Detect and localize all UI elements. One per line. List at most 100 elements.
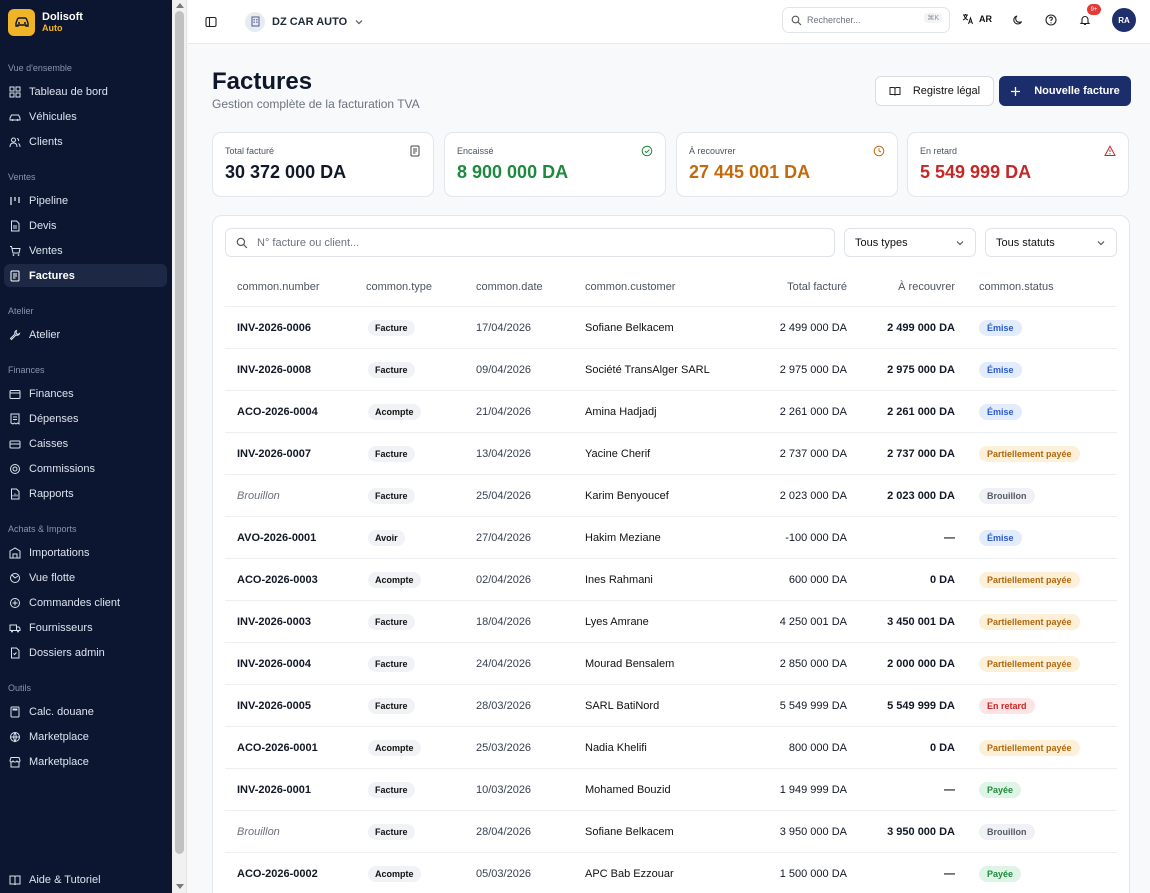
type-badge: Acompte (368, 572, 421, 588)
scroll-up-icon[interactable] (176, 3, 184, 8)
sidebar-toggle-icon[interactable] (200, 11, 222, 33)
global-search-input[interactable]: Rechercher... ⌘K (782, 7, 950, 33)
invoice-number[interactable]: INV-2026-0008 (237, 364, 311, 376)
table-row[interactable]: AVO-2026-0001 Avoir 27/04/2026 Hakim Mezian… (225, 516, 1117, 558)
table-row[interactable]: ACO-2026-0004 Acompte 21/04/2026 Amina Hadj… (225, 390, 1117, 432)
column-header[interactable]: common.date (476, 281, 543, 293)
avatar[interactable]: RA (1112, 8, 1136, 32)
new-invoice-button[interactable]: Nouvelle facture (999, 76, 1131, 106)
type-filter-select[interactable]: Tous types (844, 228, 976, 257)
sidebar-item-commissions[interactable]: Commissions (4, 457, 167, 480)
sidebar-item-fournisseurs[interactable]: Fournisseurs (4, 616, 167, 639)
column-header[interactable]: common.number (237, 281, 320, 293)
sidebar-item-importations[interactable]: Importations (4, 541, 167, 564)
scroll-thumb[interactable] (175, 11, 184, 854)
company-switcher[interactable]: DZ CAR AUTO (245, 11, 364, 32)
invoice-number[interactable]: INV-2026-0007 (237, 448, 311, 460)
sidebar-item-label: Clients (29, 135, 63, 148)
dark-mode-icon[interactable] (1007, 9, 1029, 31)
sidebar-item-rapports[interactable]: Rapports (4, 482, 167, 505)
sidebar-item-devis[interactable]: Devis (4, 214, 167, 237)
table-row[interactable]: ACO-2026-0003 Acompte 02/04/2026 Ines Rahma… (225, 558, 1117, 600)
column-header[interactable]: Total facturé (787, 281, 847, 293)
sidebar-item-tableau-de-bord[interactable]: Tableau de bord (4, 80, 167, 103)
kpi-card: Encaissé 8 900 000 DA (444, 132, 666, 197)
invoice-number[interactable]: ACO-2026-0002 (237, 868, 318, 880)
table-row[interactable]: ACO-2026-0002 Acompte 05/03/2026 APC Bab Ez… (225, 852, 1117, 893)
sidebar-item-marketplace[interactable]: Marketplace (4, 750, 167, 773)
total-amount: -100 000 DA (785, 532, 847, 544)
status-badge: Émise (979, 320, 1022, 336)
wrench-icon (9, 329, 21, 340)
scroll-down-icon[interactable] (176, 884, 184, 889)
sidebar-item-caisses[interactable]: Caisses (4, 432, 167, 455)
sidebar-item-label: Calc. douane (29, 705, 94, 718)
customer-name: Ines Rahmani (585, 574, 653, 586)
kpi-value: 30 372 000 DA (225, 162, 347, 182)
invoice-number[interactable]: Brouillon (237, 490, 280, 502)
status-filter-select[interactable]: Tous statuts (985, 228, 1117, 257)
sidebar-item-atelier[interactable]: Atelier (4, 323, 167, 346)
sidebar-item-finances[interactable]: Finances (4, 382, 167, 405)
status-badge: En retard (979, 698, 1035, 714)
sidebar-item-factures[interactable]: Factures (4, 264, 167, 287)
invoice-number[interactable]: INV-2026-0004 (237, 658, 311, 670)
brand[interactable]: Dolisoft Auto (0, 0, 172, 44)
invoice-number[interactable]: INV-2026-0001 (237, 784, 311, 796)
import-icon (9, 546, 21, 558)
sidebar-item-label: Dossiers admin (29, 646, 105, 659)
invoice-number[interactable]: ACO-2026-0004 (237, 406, 318, 418)
help-icon[interactable] (1040, 9, 1062, 31)
table-row[interactable]: INV-2026-0006 Facture 17/04/2026 Sofiane Be… (225, 306, 1117, 348)
sidebar-scrollbar[interactable] (172, 0, 187, 893)
customer-name: Mourad Bensalem (585, 658, 675, 670)
table-row[interactable]: Brouillon Facture 28/04/2026 Sofiane Belkac… (225, 810, 1117, 852)
column-header[interactable]: À recouvrer (898, 281, 955, 293)
customer-name: Nadia Khelifi (585, 742, 647, 754)
language-switch[interactable]: AR (962, 13, 992, 25)
customer-name: Yacine Cherif (585, 448, 651, 460)
sidebar-item-pipeline[interactable]: Pipeline (4, 189, 167, 212)
invoice-number[interactable]: ACO-2026-0003 (237, 574, 318, 586)
page-subtitle: Gestion complète de la facturation TVA (212, 97, 420, 111)
sidebar-item-véhicules[interactable]: Véhicules (4, 105, 167, 128)
sidebar-item-dépenses[interactable]: Dépenses (4, 407, 167, 430)
total-amount: 1 500 000 DA (779, 868, 847, 880)
sidebar-item-marketplace[interactable]: Marketplace (4, 725, 167, 748)
sidebar-item-label: Marketplace (29, 730, 89, 743)
table-row[interactable]: Brouillon Facture 25/04/2026 Karim Benyouce… (225, 474, 1117, 516)
invoice-number[interactable]: Brouillon (237, 826, 280, 838)
sidebar-item-ventes[interactable]: Ventes (4, 239, 167, 262)
total-amount: 2 023 000 DA (779, 490, 847, 502)
sidebar-item-label: Tableau de bord (29, 85, 108, 98)
column-header[interactable]: common.customer (585, 281, 676, 293)
due-amount: — (944, 868, 955, 880)
invoice-icon (10, 270, 20, 281)
invoice-search-input[interactable]: N° facture ou client... (225, 228, 835, 257)
legal-register-button[interactable]: Registre légal (875, 76, 994, 106)
column-header[interactable]: common.type (366, 281, 433, 293)
table-row[interactable]: INV-2026-0003 Facture 18/04/2026 Lyes Amran… (225, 600, 1117, 642)
column-header[interactable]: common.status (979, 281, 1054, 293)
invoice-number[interactable]: INV-2026-0006 (237, 322, 311, 334)
sidebar-item-clients[interactable]: Clients (4, 130, 167, 153)
invoice-number[interactable]: INV-2026-0005 (237, 700, 311, 712)
company-name: DZ CAR AUTO (272, 15, 348, 28)
sidebar-item-calc-douane[interactable]: Calc. douane (4, 700, 167, 723)
sidebar-item-dossiers-admin[interactable]: Dossiers admin (4, 641, 167, 664)
search-icon (236, 237, 248, 248)
invoice-number[interactable]: INV-2026-0003 (237, 616, 311, 628)
table-row[interactable]: INV-2026-0007 Facture 13/04/2026 Yacine Che… (225, 432, 1117, 474)
table-row[interactable]: INV-2026-0001 Facture 10/03/2026 Mohamed Bo… (225, 768, 1117, 810)
help-link[interactable]: Aide & Tutoriel (4, 868, 167, 891)
sidebar-item-vue-flotte[interactable]: Vue flotte (4, 566, 167, 589)
invoice-number[interactable]: AVO-2026-0001 (237, 532, 317, 544)
invoice-number[interactable]: ACO-2026-0001 (237, 742, 318, 754)
status-badge: Émise (979, 362, 1022, 378)
sidebar-item-commandes-client[interactable]: Commandes client (4, 591, 167, 614)
bell-icon[interactable] (1074, 9, 1096, 31)
table-row[interactable]: INV-2026-0004 Facture 24/04/2026 Mourad Ben… (225, 642, 1117, 684)
table-row[interactable]: ACO-2026-0001 Acompte 25/03/2026 Nadia Khel… (225, 726, 1117, 768)
table-row[interactable]: INV-2026-0005 Facture 28/03/2026 SARL BatiN… (225, 684, 1117, 726)
table-row[interactable]: INV-2026-0008 Facture 09/04/2026 Société Tr… (225, 348, 1117, 390)
